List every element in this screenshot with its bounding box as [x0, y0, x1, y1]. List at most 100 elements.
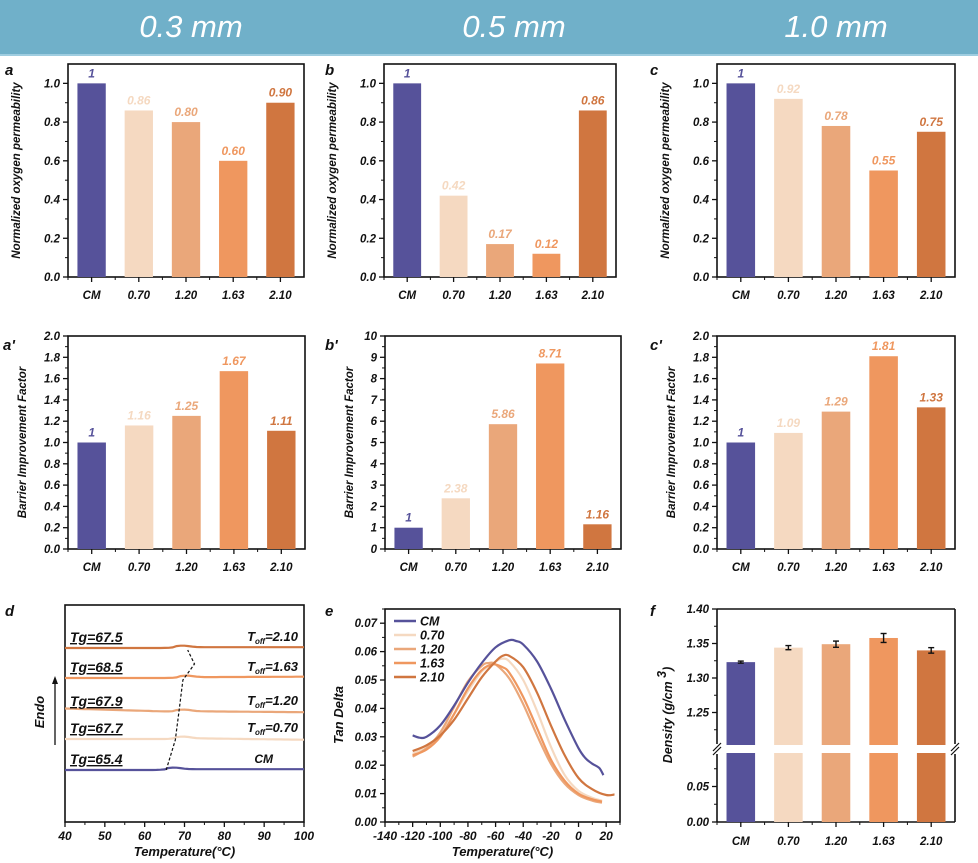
- curve-label: Toff=1.20: [247, 693, 299, 710]
- y-tick-label: 9: [371, 352, 378, 364]
- label-value: =1.20: [265, 693, 299, 708]
- x-tick-label: 40: [57, 829, 72, 843]
- y-tick-label: 0.2: [693, 523, 710, 535]
- data-label: 0.86: [127, 93, 151, 107]
- axis-break-mark: [712, 742, 722, 752]
- y-tick-label: 1.0: [693, 438, 710, 450]
- x-tick-label: -140: [373, 829, 397, 843]
- x-tick-label: 0.70: [128, 290, 151, 302]
- y-tick-label: 1: [371, 523, 377, 535]
- y-tick-label: 0.00: [687, 817, 710, 829]
- y-tick-label: 0.2: [44, 233, 61, 245]
- data-label: 1.81: [872, 339, 896, 353]
- bar-0.70: [124, 110, 153, 278]
- x-tick-label: 0.70: [777, 836, 800, 848]
- bar-1.20: [821, 411, 851, 549]
- y-tick-label: 1.4: [44, 395, 61, 407]
- x-tick-label: 2.10: [919, 836, 943, 848]
- y-tick-label: 1.30: [687, 673, 710, 685]
- y-tick-label: 0.4: [44, 501, 61, 513]
- bar-0.70: [774, 98, 803, 277]
- bar-upper-1.63: [869, 637, 898, 745]
- bar-2.10: [267, 430, 296, 549]
- column-title-1.0mm: 1.0 mm: [784, 9, 888, 44]
- bar-CM: [394, 527, 423, 549]
- y-tick-label: 1.2: [693, 416, 710, 428]
- y-tick-label: 1.0: [360, 78, 377, 90]
- x-tick-label: 0.70: [777, 562, 800, 574]
- chart-a2: a' 0.0 0.2 0.4 0.6 0.8 1.0 1.2 1.4 1.6 1.8 2.0 1 CM 1.…: [3, 331, 306, 574]
- x-tick-label: 1.20: [825, 562, 848, 574]
- y-tick-label: 0.0: [360, 272, 377, 284]
- data-label: 8.71: [539, 346, 563, 360]
- dsc-curve-2.10: [65, 644, 304, 650]
- bar-1.63: [869, 170, 898, 277]
- data-label: 1: [88, 426, 95, 440]
- legend-label: 2.10: [419, 671, 444, 685]
- y-axis-label: Tan Delta: [331, 686, 346, 744]
- x-axis-label: Temperature(°C): [134, 844, 236, 859]
- y-tick-label: 0.2: [693, 233, 710, 245]
- y-tick-label: 1.6: [44, 374, 61, 386]
- label-subscript: off: [255, 637, 266, 646]
- dsc-curve-1.20: [64, 707, 304, 714]
- panel-label: c': [650, 337, 662, 354]
- bar-0.70: [439, 195, 468, 277]
- x-tick-label: 1.63: [222, 290, 245, 302]
- y-tick-label: 0.8: [693, 459, 710, 471]
- y-tick-label: 0.0: [44, 544, 61, 556]
- x-tick-label: 80: [218, 829, 232, 843]
- x-tick-label: 0.70: [445, 562, 468, 574]
- dsc-curve-0.70: [65, 735, 304, 741]
- y-tick-label: 6: [371, 416, 378, 428]
- x-tick-label: 1.20: [492, 562, 515, 574]
- curve-label: Toff=0.70: [247, 720, 299, 737]
- curve-label: CM: [254, 752, 274, 766]
- plot-frame: [384, 608, 621, 823]
- tg-label: Tg=67.7: [70, 720, 124, 736]
- y-tick-label: 0.4: [693, 501, 710, 513]
- bar-2.10: [266, 102, 295, 278]
- bar-lower-2.10: [916, 753, 946, 822]
- legend-label: 1.63: [420, 657, 444, 671]
- x-tick-label: 1.20: [175, 562, 198, 574]
- data-label: 0.17: [488, 227, 513, 241]
- dsc-curve-1.63: [65, 674, 304, 680]
- legend-label: CM: [420, 615, 440, 629]
- chart-e: e 0.00 0.01 0.02 0.03 0.04 0.05 0.06 0.07 -140 -12…: [325, 603, 621, 859]
- axis-break-mark: [712, 746, 722, 756]
- label-T: T: [247, 629, 256, 644]
- x-tick-label: 2.10: [919, 290, 943, 302]
- y-axis-label: Endo: [32, 696, 47, 729]
- data-label: 1: [737, 66, 744, 80]
- data-label: 1.67: [222, 354, 247, 368]
- y-axis-label: Normalized oxygen permeability: [660, 82, 672, 259]
- chart-d: d 40 50 60 70 80 90 100 Temperature(°C) Endo Tg=65…: [5, 603, 314, 859]
- bar-0.70: [441, 498, 470, 549]
- data-label: 1.11: [270, 414, 293, 428]
- panel-label: a: [5, 62, 13, 79]
- x-tick-label: -120: [401, 829, 425, 843]
- tan-delta-curve-2.10: [412, 653, 615, 797]
- data-label: 0.75: [920, 115, 944, 129]
- y-tick-label: 1.0: [693, 78, 710, 90]
- data-label: 1.09: [777, 416, 801, 430]
- data-label: 1.16: [127, 408, 151, 422]
- data-label: 0.12: [535, 237, 559, 251]
- x-tick-label: 0.70: [777, 290, 800, 302]
- x-tick-label: CM: [398, 290, 416, 302]
- x-tick-label: 1.63: [539, 562, 562, 574]
- y-tick-label: 1.8: [693, 352, 710, 364]
- header-banner: 0.3 mm 0.5 mm 1.0 mm: [0, 0, 978, 56]
- panel-label: e: [325, 603, 333, 620]
- x-tick-label: 70: [178, 829, 192, 843]
- data-label: 2.38: [443, 481, 468, 495]
- endo-arrow-icon: [52, 676, 58, 684]
- bar-2.10: [578, 110, 607, 278]
- data-label: 1: [737, 426, 744, 440]
- x-tick-label: 0.70: [128, 562, 151, 574]
- tg-trend-dashed-line: [165, 649, 196, 771]
- y-tick-label: 0.0: [44, 272, 61, 284]
- data-label: 0.55: [872, 154, 896, 168]
- bar-1.20: [486, 244, 514, 277]
